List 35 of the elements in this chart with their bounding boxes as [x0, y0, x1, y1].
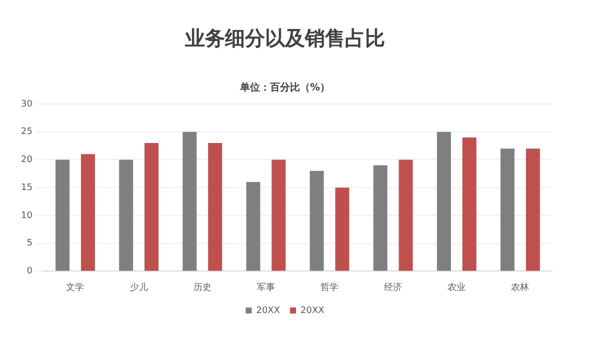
bar	[119, 160, 134, 271]
bar	[80, 154, 95, 271]
bar	[462, 137, 476, 271]
x-tick-label: 历史	[193, 282, 212, 293]
bar	[144, 143, 159, 271]
legend-label: 20XX	[300, 306, 324, 316]
bar	[373, 165, 388, 271]
x-tick-label: 军事	[256, 282, 275, 293]
bar	[246, 182, 260, 271]
bar	[272, 160, 286, 271]
bar	[182, 132, 197, 271]
bar	[500, 148, 514, 271]
bar	[310, 170, 324, 271]
y-tick-label: 15	[21, 182, 32, 193]
x-tick-label: 文学	[66, 282, 84, 293]
bar	[526, 148, 540, 271]
x-tick-label: 哲学	[320, 282, 339, 293]
y-tick-label: 30	[21, 99, 33, 110]
bar	[398, 160, 413, 271]
y-tick-label: 5	[26, 238, 32, 249]
chart-title: 业务细分以及销售占比	[184, 26, 385, 50]
chart-subtitle: 单位：百分比（%）	[238, 82, 330, 94]
x-tick-label: 少儿	[130, 282, 148, 293]
y-tick-label: 10	[21, 210, 33, 221]
y-tick-label: 0	[26, 266, 33, 277]
bar	[436, 132, 451, 271]
x-tick-label: 经济	[384, 282, 402, 293]
y-tick-label: 25	[21, 127, 32, 138]
bar	[335, 188, 350, 271]
bar	[208, 143, 222, 271]
legend-label: 20XX	[256, 306, 280, 316]
x-tick-label: 农林	[511, 282, 530, 293]
y-tick-label: 20	[21, 155, 33, 166]
x-tick-label: 农业	[448, 282, 466, 293]
bar	[56, 160, 70, 271]
